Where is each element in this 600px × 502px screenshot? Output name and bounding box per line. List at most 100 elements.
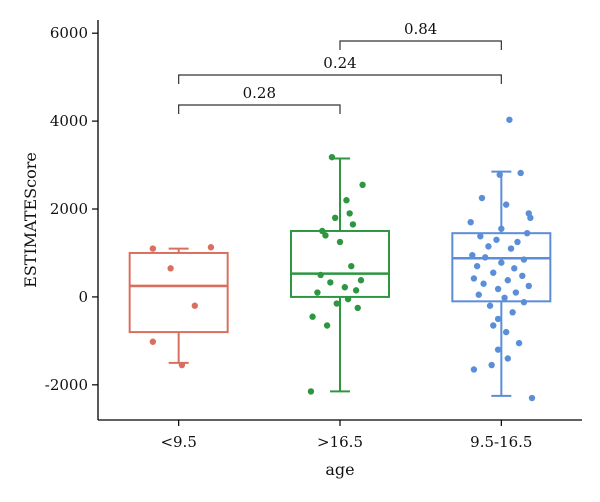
y-tick-label: 4000 (50, 112, 88, 130)
data-point (494, 285, 502, 293)
y-tick-label: -2000 (45, 376, 88, 394)
box-rect (451, 232, 552, 303)
data-point (504, 277, 511, 284)
y-tick-label: 6000 (50, 24, 88, 42)
data-point (478, 194, 486, 202)
data-point (490, 322, 497, 329)
data-point (352, 287, 360, 294)
data-point (477, 233, 484, 240)
data-point (486, 302, 494, 309)
data-point (488, 361, 495, 369)
data-point (519, 272, 526, 280)
data-point (520, 298, 528, 306)
data-point (480, 280, 487, 287)
data-point (333, 300, 340, 307)
data-point (494, 315, 502, 323)
box-rect (128, 251, 229, 334)
data-point (469, 251, 476, 259)
data-point (470, 366, 478, 373)
data-point (501, 294, 508, 302)
data-point (309, 313, 316, 320)
data-point (509, 309, 516, 316)
p-value-label: 0.24 (323, 54, 356, 72)
data-point (354, 304, 361, 312)
data-point (343, 197, 350, 204)
data-point (327, 279, 334, 286)
data-point (528, 394, 536, 402)
bracket-line (339, 40, 502, 50)
p-value-label: 0.84 (404, 20, 437, 38)
box-3 (451, 170, 552, 397)
data-point (527, 214, 534, 222)
x-tick-label: >16.5 (317, 433, 363, 451)
data-point (359, 181, 366, 189)
data-point (207, 244, 215, 251)
x-axis-title: age (325, 460, 354, 479)
comparison-bracket: 0.24 (178, 54, 502, 84)
data-point (346, 210, 353, 217)
bracket-line (178, 74, 502, 84)
data-point (514, 238, 521, 246)
data-point (494, 346, 502, 353)
data-point (357, 277, 365, 284)
data-point (515, 339, 523, 347)
data-point (511, 265, 518, 272)
data-point (322, 232, 329, 239)
data-point (348, 262, 355, 270)
data-point (328, 153, 336, 161)
data-point (470, 275, 478, 282)
data-point (502, 328, 510, 336)
data-point (314, 289, 321, 296)
data-point (485, 243, 492, 250)
y-tick-label: 0 (78, 288, 88, 306)
significance-brackets: 0.84 0.24 0.28 (178, 20, 502, 114)
data-point (504, 355, 511, 362)
box-2 (290, 157, 390, 393)
box-series (128, 157, 552, 397)
data-point (496, 171, 503, 178)
data-point (331, 214, 339, 222)
x-tick-label: <9.5 (160, 433, 196, 451)
jitter-points (149, 116, 536, 402)
data-point (507, 245, 515, 252)
data-point (178, 361, 186, 369)
comparison-bracket: 0.84 (339, 20, 502, 50)
data-point (512, 289, 520, 296)
comparison-bracket: 0.28 (178, 84, 341, 114)
data-point (525, 282, 532, 290)
data-point (323, 322, 331, 329)
data-point (307, 388, 315, 395)
data-point (349, 221, 357, 228)
y-ticks: -2000 0 2000 4000 6000 (45, 24, 98, 394)
data-point (149, 338, 157, 345)
y-axis-title: ESTIMATEScore (21, 152, 40, 288)
data-point (520, 256, 528, 263)
data-point (167, 265, 174, 272)
data-point (344, 295, 352, 303)
data-point (498, 259, 505, 266)
data-point (490, 269, 497, 276)
bracket-line (178, 104, 341, 114)
data-point (317, 271, 324, 279)
data-point (502, 201, 510, 208)
data-point (319, 227, 326, 235)
box-rect (290, 229, 390, 298)
p-value-label: 0.28 (243, 84, 276, 102)
data-point (336, 238, 344, 246)
y-tick-label: 2000 (50, 200, 88, 218)
data-point (475, 291, 482, 298)
data-point (506, 116, 513, 123)
data-point (341, 284, 349, 291)
data-point (149, 245, 157, 252)
x-ticks: <9.5 >16.5 9.5-16.5 (160, 420, 532, 451)
data-point (523, 229, 531, 237)
data-point (467, 218, 474, 226)
data-point (473, 262, 481, 270)
data-point (493, 236, 500, 243)
box-1 (128, 247, 229, 364)
data-point (191, 302, 198, 309)
data-point (482, 254, 489, 261)
data-point (498, 225, 505, 232)
